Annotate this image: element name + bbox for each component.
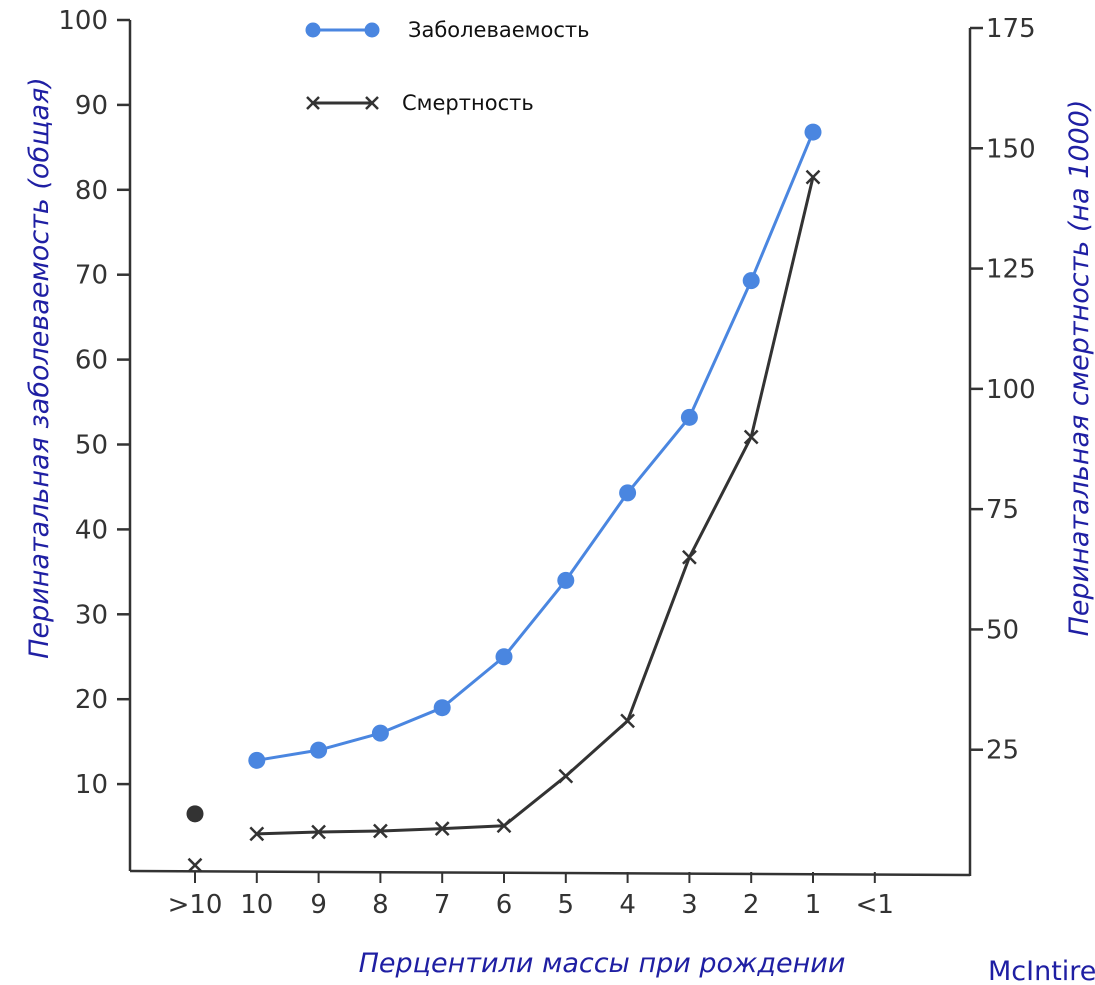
x-tick-label: 3 [681,890,698,920]
x-marker-stroke [373,823,388,839]
y-tick-label-right: 125 [986,255,1036,285]
legend-marker-circle [305,22,321,38]
x-tick-label: 6 [496,890,513,920]
x-tick-label: 5 [558,890,575,920]
data-point-morbidity [371,724,389,742]
x-marker-stroke [682,549,697,565]
x-tick-label: >10 [168,890,223,920]
y-tick-label-left: 60 [75,346,108,376]
data-point-morbidity [557,571,575,589]
x-marker-stroke [496,818,512,834]
x-tick-label: <1 [856,890,894,920]
data-point-mortality [373,823,388,839]
y-tick-label-right: 25 [986,736,1019,766]
y-tick-label-left: 50 [75,431,108,461]
data-point-mortality [558,768,574,784]
x-marker-stroke [187,857,203,873]
data-point-morbidity [742,272,760,290]
x-tick-label: 2 [743,890,760,920]
data-point-mortality [805,169,821,185]
x-tick-label: 4 [619,890,636,920]
x-marker-stroke [249,826,265,842]
legend-marker-circle [364,22,380,38]
y-axis-title-left: Перинатальная заболеваемость (общая) [24,77,55,659]
data-point-morbidity [186,805,204,823]
data-point-morbidity [680,408,698,426]
x-tick-label: 8 [372,890,389,920]
data-point-morbidity [804,123,822,141]
y-tick-label-right: 50 [986,615,1019,645]
x-axis-title: Перцентили массы при рождении [359,948,846,979]
x-marker-stroke [620,713,635,729]
x-marker-stroke [558,768,574,784]
data-point-mortality [434,821,450,837]
legend-marker-x [365,96,379,110]
x-marker-stroke [434,821,450,837]
data-point-mortality [496,818,512,834]
x-marker-stroke [805,169,821,185]
data-point-mortality [249,826,265,842]
x-tick-label: 9 [310,890,327,920]
data-point-mortality [620,713,635,729]
data-point-morbidity [433,699,451,717]
y-tick-label-left: 80 [75,176,108,206]
data-point-mortality [682,549,697,565]
y-tick-label-left: 20 [75,685,108,715]
y-tick-label-right: 175 [986,14,1036,44]
credit-text: McIntire [988,956,1095,985]
series-layer [186,123,822,873]
data-point-morbidity [619,484,637,502]
y-tick-label-right: 150 [986,134,1036,164]
y-tick-label-left: 10 [75,770,108,800]
x-axis-line [129,869,971,877]
series-line-0 [256,131,815,762]
data-point-morbidity [495,648,513,666]
data-point-mortality [311,824,326,840]
y-tick-label-left: 100 [58,6,108,36]
y-tick-label-left: 90 [75,91,108,121]
y-axis-title-right: Перинатальная смертность (на 1000) [1064,100,1095,637]
legend-label-0: Заболеваемость [408,18,589,42]
legend: Заболеваемость Смертность [305,18,589,115]
axes: 102030405060708090100255075100125150175>… [58,6,1035,920]
x-tick-label: 7 [434,890,451,920]
y-tick-label-right: 100 [986,375,1036,405]
x-tick-label: 10 [240,890,273,920]
series-line-1 [256,176,815,836]
data-point-mortality [187,857,203,873]
y-tick-label-left: 70 [75,261,108,291]
legend-label-1: Смертность [402,91,534,115]
data-point-morbidity [310,741,328,759]
legend-marker-x [306,96,320,110]
x-tick-label: 1 [805,890,822,920]
y-tick-label-right: 75 [986,495,1019,525]
x-marker-stroke [743,429,759,445]
y-tick-label-left: 40 [75,515,108,545]
y-tick-label-left: 30 [75,600,108,630]
data-point-mortality [743,429,759,445]
x-marker-stroke [311,824,326,840]
data-point-morbidity [248,751,266,769]
